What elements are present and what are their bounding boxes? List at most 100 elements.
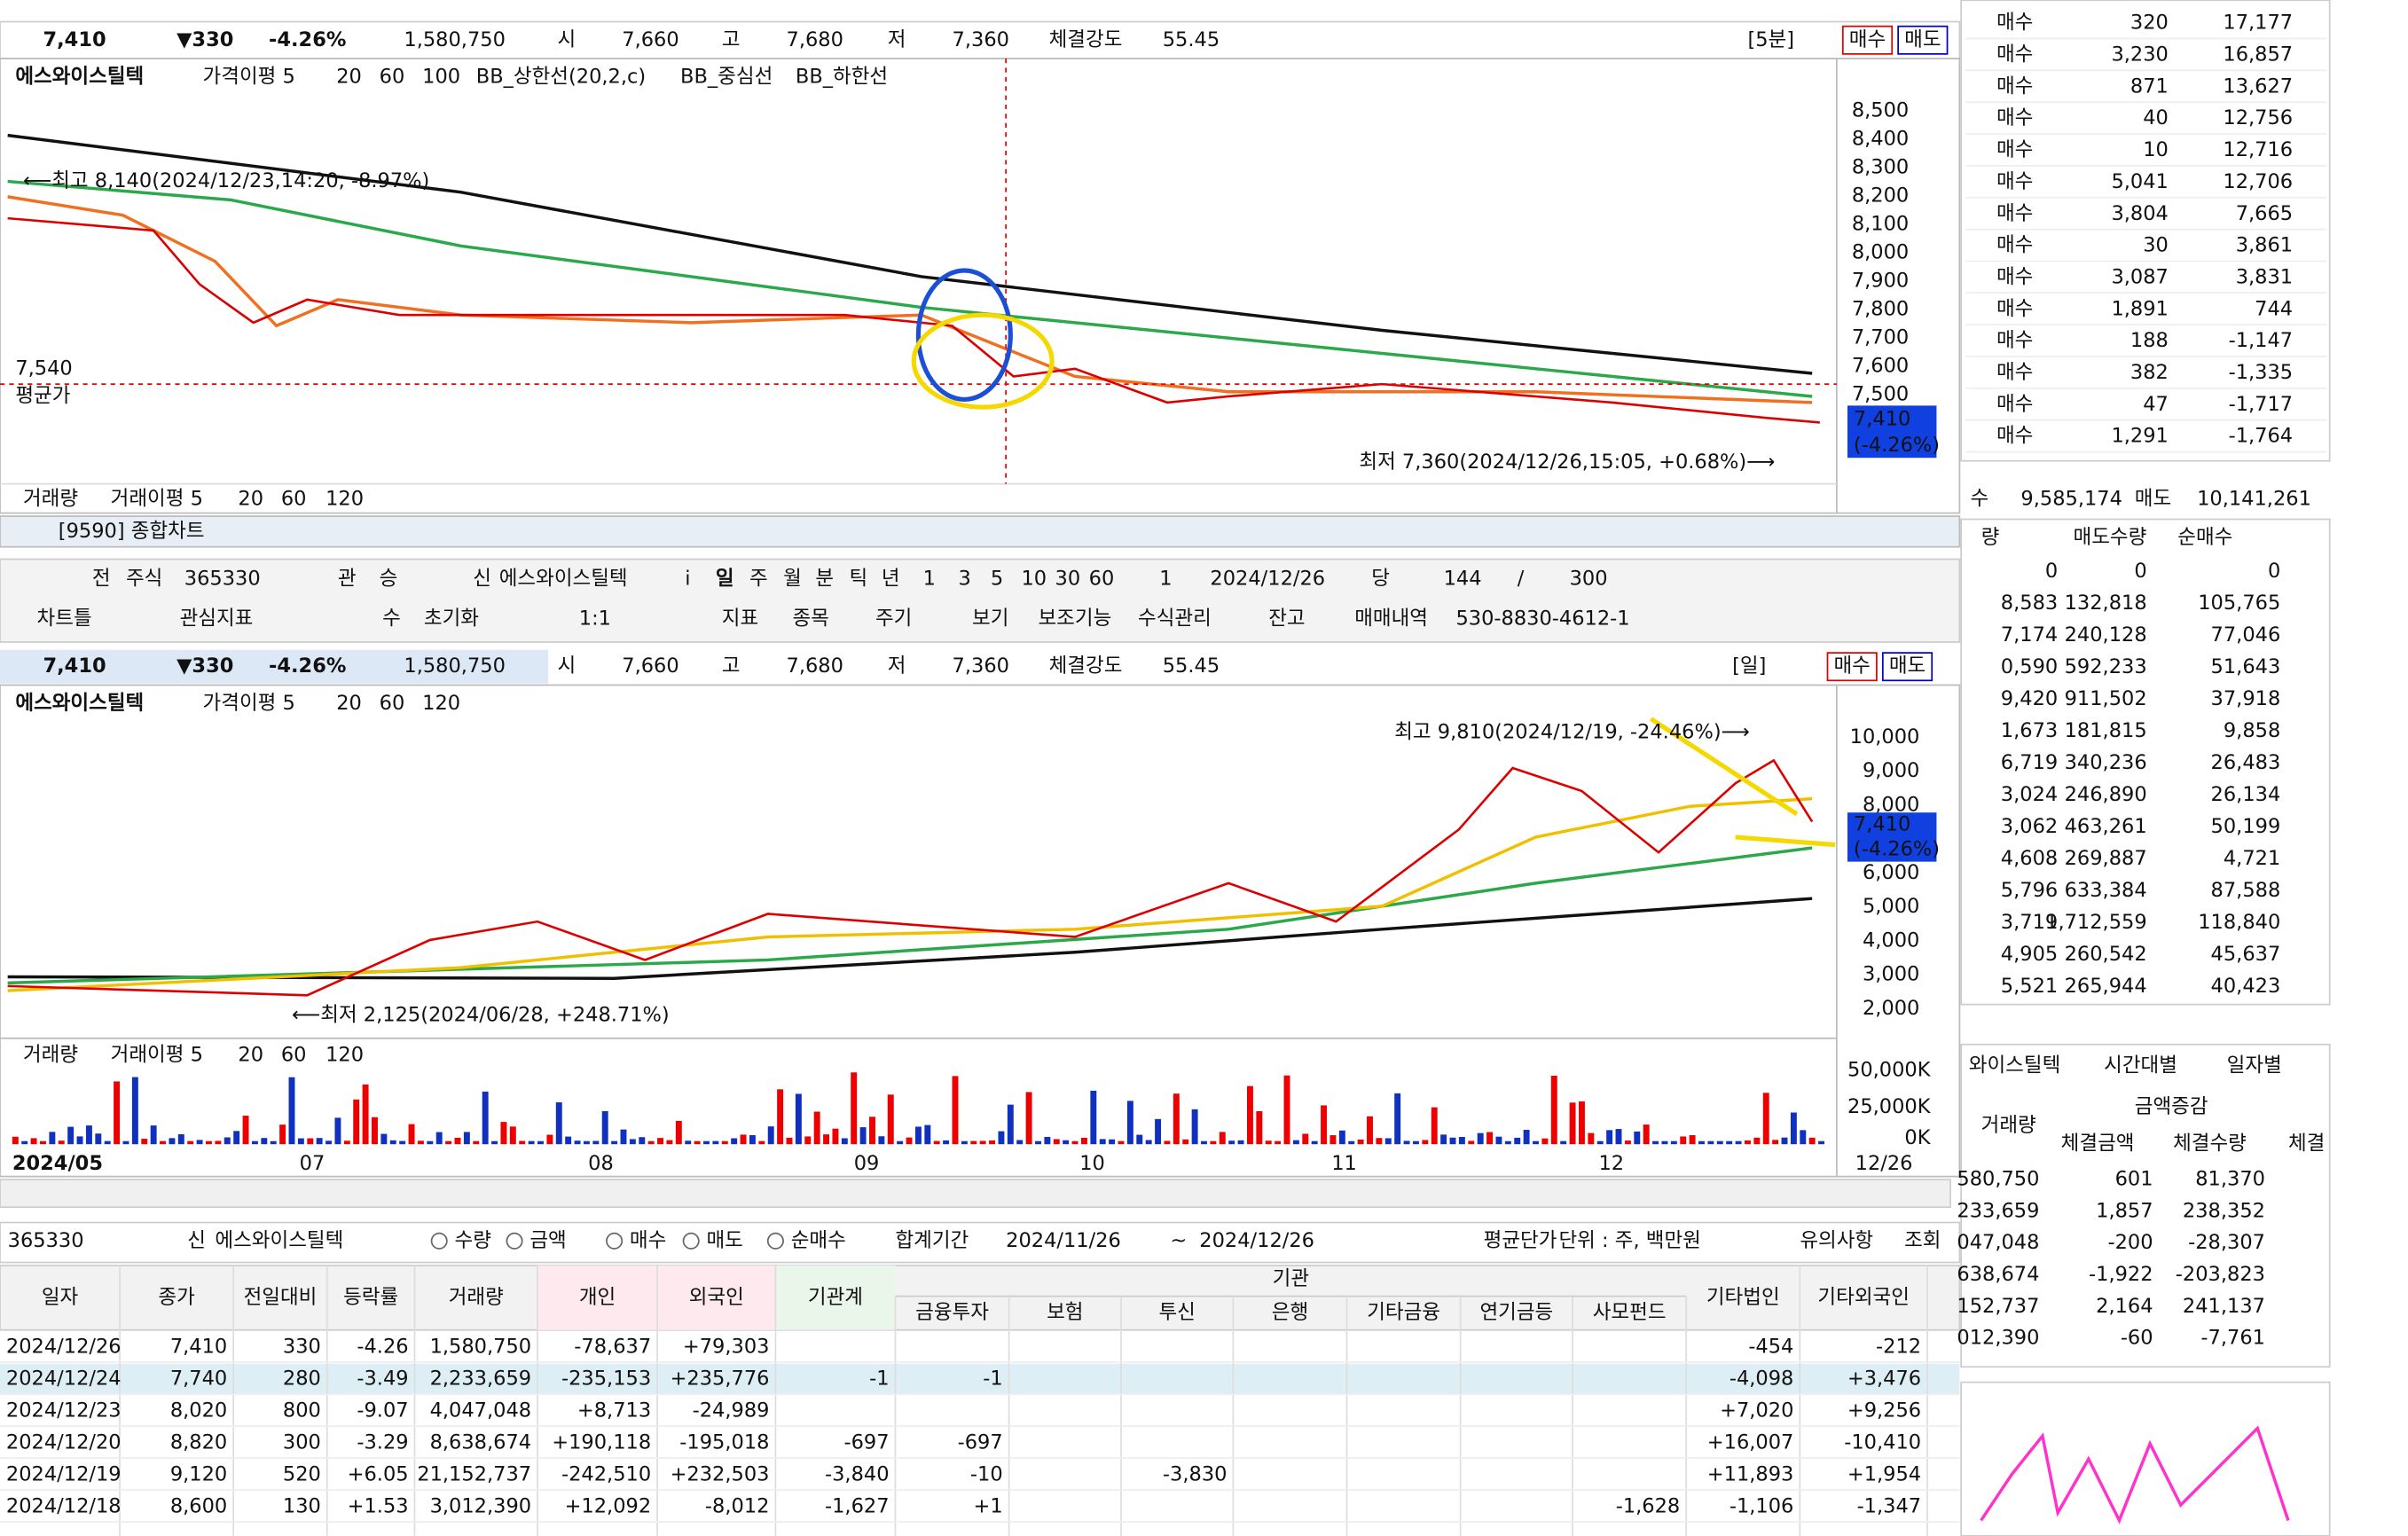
- quantity: 3,230: [2111, 43, 2168, 67]
- toolbar-item[interactable]: 300: [1570, 568, 1608, 591]
- legend-item: 20: [336, 65, 362, 88]
- cell: -78,637: [574, 1335, 651, 1358]
- volume-bar-decor: [463, 1132, 470, 1145]
- cell: 0: [2045, 560, 2058, 583]
- sell-button[interactable]: [1881, 652, 1933, 682]
- cell: 26,483: [2211, 751, 2281, 774]
- sell-button[interactable]: [1897, 25, 1949, 55]
- toolbar-item[interactable]: 종목: [792, 607, 828, 631]
- form-item: 2024/11/26: [1006, 1229, 1121, 1252]
- volume-bar-decor: [288, 1077, 295, 1145]
- radio-label[interactable]: 매도: [706, 1229, 742, 1252]
- toolbar-item[interactable]: 주식: [126, 568, 162, 591]
- toolbar-item[interactable]: 수: [382, 607, 401, 631]
- legend-item: 거래량: [23, 487, 78, 510]
- toolbar-item[interactable]: 365330: [184, 568, 261, 591]
- toolbar-item[interactable]: 에스와이스틸텍: [499, 568, 628, 591]
- radio-label[interactable]: 매수: [630, 1229, 666, 1252]
- tab[interactable]: 시간대별: [2104, 1054, 2177, 1077]
- toolbar-item[interactable]: 1: [923, 568, 936, 591]
- buy-button[interactable]: [1841, 25, 1894, 55]
- toolbar-item[interactable]: 당: [1371, 568, 1390, 591]
- toolbar-item[interactable]: 보기: [972, 607, 1008, 631]
- cell: 21,152,737: [417, 1462, 531, 1485]
- toolbar-item[interactable]: 틱: [850, 568, 868, 591]
- ma-line: [7, 195, 1813, 404]
- volume-bar-decor: [150, 1125, 157, 1145]
- toolbar-item[interactable]: 잔고: [1268, 607, 1305, 631]
- cell: 77,046: [2211, 623, 2281, 647]
- toolbar-item[interactable]: 보조기능: [1038, 607, 1111, 631]
- toolbar-item[interactable]: 초기화: [424, 607, 479, 631]
- radio-label[interactable]: 순매수: [791, 1229, 846, 1252]
- side: 매수: [1996, 12, 2033, 35]
- toolbar-item[interactable]: 10: [1021, 568, 1047, 591]
- toolbar-item[interactable]: 주: [749, 568, 768, 591]
- column-header: 순매수: [2177, 526, 2232, 549]
- legend-item: 60: [380, 692, 405, 715]
- radio-label[interactable]: 수량: [455, 1229, 491, 1252]
- toolbar-item[interactable]: 분: [815, 568, 834, 591]
- toolbar-item[interactable]: 매매내역: [1354, 607, 1428, 631]
- toolbar-item[interactable]: 관심지표: [180, 607, 254, 631]
- toolbar-item[interactable]: 관: [338, 568, 357, 591]
- toolbar-item[interactable]: 60: [1089, 568, 1115, 591]
- cumulative: -1,764: [2229, 425, 2294, 448]
- cell: 1,673: [2001, 719, 2058, 742]
- toolbar-item[interactable]: 신: [473, 568, 491, 591]
- toolbar-item[interactable]: 1: [1159, 568, 1172, 591]
- toolbar-item[interactable]: 3: [958, 568, 970, 591]
- cell: 40,423: [2211, 975, 2281, 998]
- cell: 6,719: [2001, 751, 2058, 774]
- volume-bar-decor: [1376, 1138, 1383, 1145]
- cumulative: 17,177: [2223, 12, 2293, 35]
- volume-bar-decor: [270, 1140, 277, 1145]
- toolbar-item[interactable]: 30: [1055, 568, 1081, 591]
- toolbar-item[interactable]: 월: [783, 568, 802, 591]
- cell: 118,840: [2198, 911, 2280, 934]
- volume-bar-decor: [906, 1137, 913, 1145]
- side: 매수: [1996, 329, 2033, 352]
- quantity: 47: [2143, 393, 2169, 416]
- toolbar-item[interactable]: 차트틀: [37, 607, 92, 631]
- volume-bar-decor: [187, 1140, 194, 1145]
- toolbar-item[interactable]: i: [685, 568, 690, 591]
- volume-bar-decor: [546, 1134, 553, 1145]
- toolbar-item[interactable]: 전: [92, 568, 111, 591]
- total-label: 수: [1971, 487, 1989, 510]
- tab[interactable]: 일자별: [2227, 1054, 2282, 1077]
- side: 매수: [1996, 202, 2033, 225]
- volume-bar-decor: [1634, 1131, 1641, 1145]
- toolbar-item[interactable]: 530-8830-4612-1: [1455, 607, 1629, 631]
- toolbar-item[interactable]: 수식관리: [1138, 607, 1212, 631]
- toolbar-item[interactable]: 1:1: [579, 607, 611, 631]
- cell: -24,989: [693, 1399, 770, 1422]
- toolbar-item[interactable]: /: [1518, 568, 1525, 591]
- toolbar-item[interactable]: 승: [380, 568, 398, 591]
- volume-bar-decor: [1468, 1140, 1475, 1145]
- volume-bar-decor: [583, 1140, 590, 1145]
- quote-bar: [0, 20, 1961, 59]
- cell: 51,643: [2211, 655, 2281, 678]
- toolbar-item[interactable]: 5: [991, 568, 1003, 591]
- legend-item: 20: [336, 692, 362, 715]
- volume-bar-decor: [1504, 1140, 1511, 1145]
- toolbar-item[interactable]: 주기: [875, 607, 912, 631]
- toolbar-item[interactable]: 년: [882, 568, 900, 591]
- quantity: 320: [2130, 12, 2169, 35]
- scrollbar[interactable]: [0, 1179, 1951, 1209]
- toolbar-item[interactable]: 2024/12/26: [1210, 568, 1325, 591]
- cell: 50,199: [2211, 815, 2281, 838]
- side: 매수: [1996, 361, 2033, 384]
- radio-label[interactable]: 금액: [529, 1229, 566, 1252]
- label: 고: [722, 28, 741, 51]
- legend-item: BB_하한선: [796, 65, 888, 88]
- toolbar-item[interactable]: 144: [1444, 568, 1482, 591]
- volume-bar-decor: [1762, 1093, 1769, 1145]
- legend-item: 120: [326, 487, 364, 510]
- toolbar-item[interactable]: 지표: [722, 607, 758, 631]
- y-tick-label: 4,000: [1863, 929, 1919, 952]
- toolbar-item[interactable]: 일: [716, 568, 734, 591]
- cell: 260,542: [2065, 943, 2147, 966]
- buy-button[interactable]: [1826, 652, 1878, 682]
